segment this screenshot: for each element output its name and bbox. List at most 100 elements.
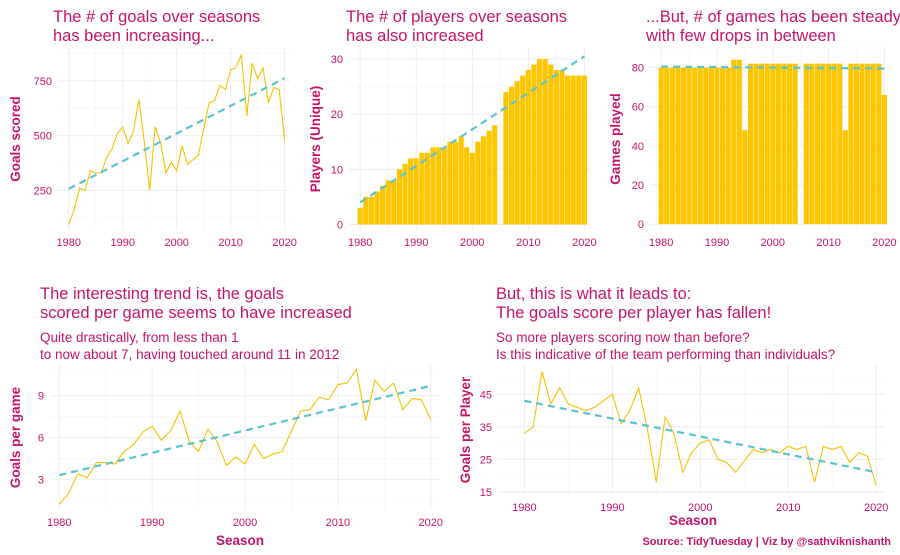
bar-2006	[503, 92, 509, 225]
chart-title-line: The # of goals over seasons	[53, 8, 260, 26]
x-tick-label: 1990	[140, 517, 164, 529]
bar-1982	[368, 196, 374, 225]
series-line	[58, 367, 432, 505]
trend-line	[661, 65, 885, 70]
bar-2012	[837, 63, 843, 225]
bar-1986	[391, 180, 397, 225]
y-tick-label: 20	[331, 109, 343, 121]
bar-1995	[742, 130, 748, 225]
bar-2002	[781, 63, 787, 225]
bar-2011	[831, 63, 837, 225]
y-axis-label: Players (Unique)	[308, 86, 323, 193]
bar-1987	[697, 67, 703, 225]
chart-title-line: has been increasing...	[53, 27, 214, 45]
x-axis-label: Season	[669, 513, 717, 528]
source-caption: Source: TidyTuesday | Viz by @sathviknis…	[642, 536, 891, 548]
bar-2009	[820, 63, 826, 225]
gpg-panel: 1980 1990 2000 2010 2020 3 6 9 The interesting t…	[8, 285, 443, 548]
x-tick-label: 2020	[872, 237, 896, 249]
bar-1980	[357, 207, 363, 225]
series-line	[68, 54, 286, 225]
y-tick-label: 3	[38, 474, 44, 486]
y-axis-label: Games played	[608, 93, 623, 185]
trend-line	[359, 55, 585, 204]
series-line	[524, 371, 877, 486]
y-tick-label: 0	[337, 219, 343, 231]
y-tick-label: 9	[38, 391, 44, 403]
bar-1990	[714, 67, 720, 225]
bar-2008	[814, 63, 821, 225]
x-tick-label: 2000	[761, 237, 785, 249]
x-tick-label: 1990	[404, 237, 428, 249]
bar-1994	[436, 147, 442, 225]
bar-2002	[480, 136, 487, 225]
y-tick-label: 15	[480, 487, 492, 499]
bar-1996	[447, 141, 453, 225]
y-tick-label: 80	[632, 63, 644, 75]
y-axis-label: Goals per game	[8, 386, 23, 488]
bar-1995	[441, 147, 447, 225]
bar-2007	[508, 86, 515, 225]
bar-2003	[786, 63, 793, 225]
chart-title-line: ...But, # of games has been steady	[646, 8, 900, 26]
bar-2004	[492, 125, 498, 225]
bar-2014	[548, 64, 554, 225]
bar-1984	[380, 185, 386, 225]
bar-2017	[565, 75, 571, 225]
bar-1984	[680, 67, 687, 225]
bar-1998	[759, 63, 765, 225]
chart-title-line: The interesting trend is, the goals	[40, 285, 284, 303]
bar-2010	[525, 70, 531, 225]
x-tick-label: 1990	[111, 237, 135, 249]
bar-1992	[725, 67, 731, 225]
bar-2001	[475, 141, 481, 225]
bar-2000	[770, 63, 776, 225]
bar-1981	[664, 67, 670, 225]
bar-1991	[419, 152, 425, 225]
chart-subtitle-line: to now about 7, having touched around 11…	[40, 347, 339, 362]
x-tick-label: 1980	[348, 237, 372, 249]
players-panel: 1980 1990 2000 2010 2020 0 10 20 30 The # of play…	[308, 8, 597, 249]
y-axis-label: Goals scored	[8, 96, 23, 182]
bar-1992	[424, 152, 431, 225]
bar-2006	[803, 63, 809, 225]
bar-1988	[402, 163, 408, 225]
chart-title-line: The # of players over seasons	[346, 8, 567, 26]
y-tick-label: 10	[331, 164, 343, 176]
bar-1988	[703, 67, 709, 225]
bar-2018	[870, 63, 876, 225]
bar-2016	[859, 63, 865, 225]
bar-1985	[385, 180, 391, 225]
y-axis-label: Goals per Player	[458, 376, 473, 483]
gpp-panel: 1980 1990 2000 2010 2020 15 25 35 45 But, this is…	[458, 285, 888, 528]
x-tick-label: 1980	[649, 237, 673, 249]
bar-1986	[692, 67, 698, 225]
bar-2016	[559, 70, 565, 225]
y-tick-label: 20	[632, 180, 644, 192]
chart-title-line: But, this is what it leads to:	[496, 285, 691, 303]
bar-1985	[686, 67, 692, 225]
bar-2004	[792, 63, 798, 225]
x-tick-label: 2000	[164, 237, 188, 249]
x-tick-label: 2010	[326, 517, 350, 529]
x-axis-label: Season	[216, 533, 264, 548]
chart-title-line: with few drops in between	[645, 27, 836, 45]
bar-1987	[396, 169, 403, 225]
bar-2003	[486, 130, 492, 225]
y-tick-label: 500	[34, 131, 52, 143]
bar-1980	[658, 67, 664, 225]
bar-2017	[865, 63, 871, 225]
y-tick-label: 250	[34, 186, 52, 198]
bar-2018	[570, 75, 576, 225]
bar-2019	[876, 63, 882, 225]
bar-1989	[408, 158, 414, 225]
x-tick-label: 1990	[705, 237, 729, 249]
y-tick-label: 60	[632, 102, 644, 114]
bar-2015	[553, 70, 559, 225]
bar-2014	[848, 63, 854, 225]
bar-1993	[430, 147, 436, 225]
games-panel: 1980 1990 2000 2010 2020 0 20 40 60 80 ...But, # o…	[608, 8, 900, 249]
x-tick-label: 1980	[57, 237, 81, 249]
bar-2001	[775, 63, 781, 225]
